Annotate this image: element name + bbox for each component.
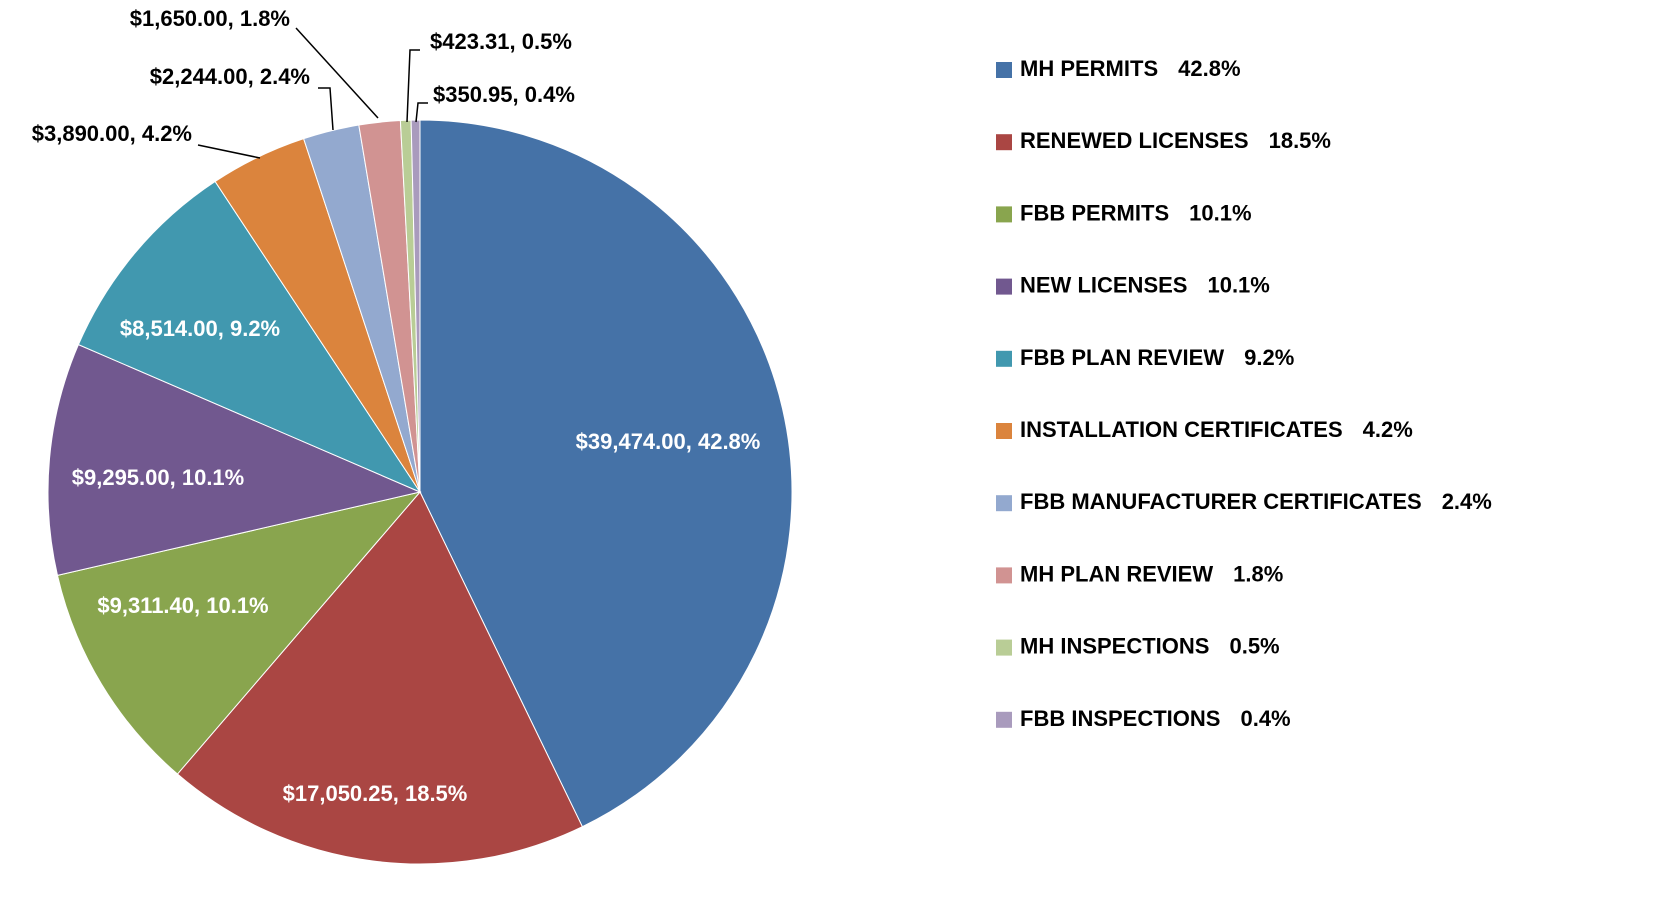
legend-name: FBB PLAN REVIEW: [1020, 345, 1224, 370]
legend-label: FBB INSPECTIONS 0.4%: [1020, 706, 1291, 731]
legend-label: NEW LICENSES 10.1%: [1020, 272, 1270, 297]
data-label: $2,244.00, 2.4%: [150, 64, 310, 89]
legend-swatch: [996, 495, 1012, 512]
legend-label: FBB PERMITS 10.1%: [1020, 200, 1252, 225]
legend-percent: 42.8%: [1178, 56, 1240, 81]
legend-label: RENEWED LICENSES 18.5%: [1020, 128, 1331, 153]
legend-name: FBB INSPECTIONS: [1020, 706, 1220, 731]
leader-line: [318, 87, 334, 131]
legend-label: FBB PLAN REVIEW 9.2%: [1020, 345, 1294, 370]
legend-label: MH PERMITS 42.8%: [1020, 56, 1241, 81]
pie-slice: [56, 491, 422, 775]
data-label: $39,474.00, 42.8%: [576, 429, 761, 454]
legend-label: INSTALLATION CERTIFICATES 4.2%: [1020, 417, 1413, 442]
legend-swatch: [996, 423, 1012, 439]
pie-slice: [77, 180, 422, 494]
legend-name: RENEWED LICENSES: [1020, 128, 1249, 153]
legend-name: MH PLAN REVIEW: [1020, 561, 1213, 586]
data-label: $9,311.40, 10.1%: [97, 593, 268, 618]
legend-percent: 0.4%: [1240, 706, 1290, 731]
pie-slice: [419, 119, 793, 828]
leader-line: [295, 27, 379, 119]
legend-name: MH INSPECTIONS: [1020, 633, 1209, 658]
legend-swatch: [996, 62, 1012, 78]
leader-line: [415, 102, 428, 123]
legend-name: INSTALLATION CERTIFICATES: [1020, 417, 1343, 442]
legend-percent: 10.1%: [1207, 272, 1269, 297]
legend-percent: 10.1%: [1189, 200, 1251, 225]
data-label: $9,295.00, 10.1%: [72, 465, 244, 490]
legend-percent: 18.5%: [1269, 128, 1331, 153]
legend-swatch: [996, 350, 1012, 367]
legend-percent: 9.2%: [1244, 345, 1294, 370]
legend-name: FBB MANUFACTURER CERTIFICATES: [1020, 489, 1422, 514]
legend-swatch: [996, 711, 1012, 728]
leader-line: [197, 144, 261, 159]
leader-line: [406, 49, 420, 123]
data-label: $423.31, 0.5%: [430, 29, 572, 54]
data-label: $1,650.00, 1.8%: [130, 6, 290, 31]
legend-label: MH INSPECTIONS 0.5%: [1020, 633, 1280, 658]
pie-slice: [176, 491, 584, 865]
data-label: $350.95, 0.4%: [433, 82, 575, 107]
legend-swatch: [996, 206, 1012, 223]
legend-name: FBB PERMITS: [1020, 200, 1169, 225]
legend-percent: 2.4%: [1442, 489, 1492, 514]
legend-percent: 0.5%: [1229, 633, 1279, 658]
data-label: $3,890.00, 4.2%: [32, 121, 192, 146]
legend-label: FBB MANUFACTURER CERTIFICATES 2.4%: [1020, 489, 1492, 514]
legend-swatch: [996, 639, 1012, 656]
legend-percent: 4.2%: [1363, 417, 1413, 442]
pie-slice: [47, 343, 422, 576]
data-label: $8,514.00, 9.2%: [120, 316, 280, 341]
legend-swatch: [996, 278, 1012, 295]
legend-name: MH PERMITS: [1020, 56, 1158, 81]
legend-label: MH PLAN REVIEW 1.8%: [1020, 561, 1283, 586]
legend-swatch: [996, 134, 1012, 151]
legend-percent: 1.8%: [1233, 561, 1283, 586]
legend-swatch: [996, 567, 1012, 584]
data-label: $17,050.25, 18.5%: [283, 781, 468, 806]
legend-name: NEW LICENSES: [1020, 272, 1187, 297]
